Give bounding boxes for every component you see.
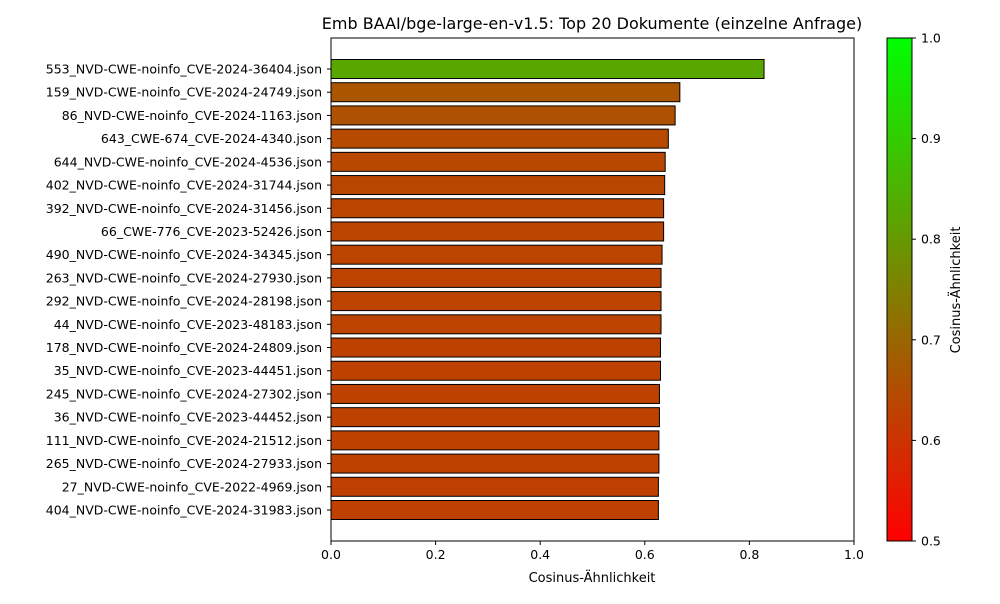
colorbar-tick-label: 0.8 xyxy=(921,232,941,247)
x-tick-label: 0.8 xyxy=(739,547,759,562)
bar xyxy=(330,476,659,497)
y-tick-label: 644_NVD-CWE-noinfo_CVE-2024-4536.json xyxy=(54,154,322,169)
y-tick-label: 178_NVD-CWE-noinfo_CVE-2024-24809.json xyxy=(46,340,322,355)
y-tick-label: 553_NVD-CWE-noinfo_CVE-2024-36404.json xyxy=(46,62,322,77)
bar xyxy=(330,314,662,335)
x-tick-label: 0.0 xyxy=(321,547,341,562)
y-tick-label: 245_NVD-CWE-noinfo_CVE-2024-27302.json xyxy=(46,386,322,401)
chart-title: Emb BAAI/bge-large-en-v1.5: Top 20 Dokum… xyxy=(322,14,862,33)
bar xyxy=(330,360,661,381)
bar xyxy=(330,337,661,358)
colorbar-tick-label: 0.5 xyxy=(921,534,941,549)
bar xyxy=(330,383,660,404)
plot-frame xyxy=(330,37,855,542)
colorbar-tick-label: 0.6 xyxy=(921,433,941,448)
x-tick-label: 0.2 xyxy=(426,547,446,562)
colorbar-label: Cosinus-Ähnlichkeit xyxy=(948,227,964,354)
colorbar-ticks: 0.5 0.6 0.7 0.8 0.9 1.0 xyxy=(912,31,941,549)
y-tick-label: 44_NVD-CWE-noinfo_CVE-2023-48183.json xyxy=(54,317,322,332)
bar xyxy=(330,453,660,474)
bar xyxy=(330,128,669,149)
bar xyxy=(330,500,659,520)
y-tick-label: 66_CWE-776_CVE-2023-52426.json xyxy=(101,224,322,239)
bar xyxy=(330,430,660,451)
y-tick-labels: 553_NVD-CWE-noinfo_CVE-2024-36404.json 15… xyxy=(46,62,331,518)
y-tick-label: 490_NVD-CWE-noinfo_CVE-2024-34345.json xyxy=(46,247,322,262)
bar xyxy=(330,175,666,196)
y-tick-label: 292_NVD-CWE-noinfo_CVE-2024-28198.json xyxy=(46,294,322,309)
y-tick-label: 265_NVD-CWE-noinfo_CVE-2024-27933.json xyxy=(46,456,322,471)
y-tick-label: 86_NVD-CWE-noinfo_CVE-2024-1163.json xyxy=(62,108,322,123)
colorbar xyxy=(886,37,913,542)
bar xyxy=(330,221,665,242)
y-tick-label: 263_NVD-CWE-noinfo_CVE-2024-27930.json xyxy=(46,270,322,285)
y-tick-label: 111_NVD-CWE-noinfo_CVE-2024-21512.json xyxy=(46,433,322,448)
colorbar-tick-label: 0.7 xyxy=(921,332,941,347)
bar xyxy=(330,267,662,288)
bar xyxy=(330,105,676,126)
bar xyxy=(330,59,765,79)
bar xyxy=(330,291,662,312)
y-tick-label: 35_NVD-CWE-noinfo_CVE-2023-44451.json xyxy=(54,363,322,378)
bar xyxy=(330,244,663,265)
y-tick-label: 402_NVD-CWE-noinfo_CVE-2024-31744.json xyxy=(46,178,322,193)
x-tick-label: 0.6 xyxy=(635,547,655,562)
colorbar-tick-label: 0.9 xyxy=(921,131,941,146)
x-axis: 0.0 0.2 0.4 0.6 0.8 1.0 xyxy=(321,541,864,562)
colorbar-tick-label: 1.0 xyxy=(921,31,941,46)
x-tick-label: 1.0 xyxy=(844,547,864,562)
y-tick-label: 27_NVD-CWE-noinfo_CVE-2022-4969.json xyxy=(62,479,322,494)
y-tick-label: 404_NVD-CWE-noinfo_CVE-2024-31983.json xyxy=(46,503,322,518)
x-axis-label: Cosinus-Ähnlichkeit xyxy=(529,570,656,586)
bar xyxy=(330,198,665,219)
y-tick-label: 159_NVD-CWE-noinfo_CVE-2024-24749.json xyxy=(46,85,322,100)
bar xyxy=(330,407,660,428)
y-tick-label: 643_CWE-674_CVE-2024-4340.json xyxy=(101,131,322,146)
y-tick-label: 36_NVD-CWE-noinfo_CVE-2023-44452.json xyxy=(54,410,322,425)
bars-group xyxy=(330,59,765,520)
y-tick-label: 392_NVD-CWE-noinfo_CVE-2024-31456.json xyxy=(46,201,322,216)
x-tick-label: 0.4 xyxy=(530,547,550,562)
bar xyxy=(330,151,666,172)
bar xyxy=(330,82,681,103)
